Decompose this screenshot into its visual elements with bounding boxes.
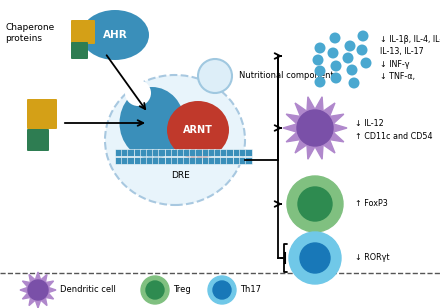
Circle shape <box>327 47 338 59</box>
Bar <box>208 157 215 164</box>
Bar <box>227 157 234 164</box>
FancyBboxPatch shape <box>71 20 95 44</box>
Bar <box>189 149 196 156</box>
Bar <box>134 157 140 164</box>
Text: Chaperone
proteins: Chaperone proteins <box>5 23 54 43</box>
Text: Dendritic cell: Dendritic cell <box>60 286 116 294</box>
Bar <box>134 149 140 156</box>
Bar <box>165 157 172 164</box>
Bar <box>195 157 202 164</box>
Bar <box>140 149 147 156</box>
Bar <box>121 149 128 156</box>
Text: Th17: Th17 <box>240 286 261 294</box>
Circle shape <box>330 33 341 43</box>
Text: ↓ IL-1β, IL-4, IL-5,
IL-13, IL-17
↓ INF-γ
↓ TNF-α,: ↓ IL-1β, IL-4, IL-5, IL-13, IL-17 ↓ INF-… <box>380 35 440 81</box>
Circle shape <box>356 44 367 55</box>
Text: ↑ FoxP3: ↑ FoxP3 <box>355 200 388 209</box>
Ellipse shape <box>81 10 149 60</box>
Circle shape <box>315 43 326 54</box>
Bar <box>202 149 209 156</box>
Bar <box>183 157 190 164</box>
Circle shape <box>297 110 333 146</box>
Bar <box>171 157 178 164</box>
Circle shape <box>345 40 356 51</box>
Circle shape <box>213 281 231 299</box>
Circle shape <box>360 58 371 68</box>
Circle shape <box>312 55 323 66</box>
Bar <box>115 157 122 164</box>
FancyBboxPatch shape <box>27 99 57 129</box>
Bar <box>245 157 252 164</box>
Bar <box>214 149 221 156</box>
Bar <box>239 157 246 164</box>
Polygon shape <box>20 272 56 308</box>
Bar <box>158 157 165 164</box>
Bar <box>158 149 165 156</box>
Circle shape <box>315 66 326 76</box>
Bar <box>128 157 134 164</box>
Bar <box>152 157 159 164</box>
Circle shape <box>300 243 330 273</box>
Bar <box>115 149 122 156</box>
Ellipse shape <box>105 75 245 205</box>
Bar <box>140 157 147 164</box>
Bar <box>146 149 153 156</box>
Circle shape <box>330 72 341 83</box>
Circle shape <box>125 80 151 106</box>
Bar <box>220 149 227 156</box>
Circle shape <box>289 232 341 284</box>
Bar <box>233 149 240 156</box>
Bar <box>245 149 252 156</box>
Bar <box>227 149 234 156</box>
Circle shape <box>208 276 236 304</box>
Text: DRE: DRE <box>171 171 189 180</box>
Bar <box>189 157 196 164</box>
Bar <box>183 149 190 156</box>
Circle shape <box>347 64 357 75</box>
Bar <box>121 157 128 164</box>
Text: ARNT: ARNT <box>183 125 213 135</box>
Text: ↓ IL-12
↑ CD11c and CD54: ↓ IL-12 ↑ CD11c and CD54 <box>355 119 433 141</box>
Circle shape <box>348 78 359 88</box>
Bar <box>152 149 159 156</box>
Ellipse shape <box>120 87 184 159</box>
Circle shape <box>357 30 368 42</box>
Bar <box>239 149 246 156</box>
Bar <box>171 149 178 156</box>
Bar <box>214 157 221 164</box>
Bar <box>195 149 202 156</box>
Text: Nutritional component: Nutritional component <box>239 71 334 80</box>
Circle shape <box>315 76 326 87</box>
FancyBboxPatch shape <box>71 42 88 59</box>
Bar <box>202 157 209 164</box>
Circle shape <box>298 187 332 221</box>
Circle shape <box>146 281 164 299</box>
Circle shape <box>330 60 341 71</box>
Circle shape <box>198 59 232 93</box>
Bar <box>208 149 215 156</box>
Bar <box>177 157 184 164</box>
Polygon shape <box>283 97 347 159</box>
Circle shape <box>141 276 169 304</box>
Circle shape <box>28 280 48 300</box>
Text: ↓ RORγt: ↓ RORγt <box>355 253 389 262</box>
Bar <box>128 149 134 156</box>
Bar <box>220 157 227 164</box>
Circle shape <box>287 176 343 232</box>
Circle shape <box>342 52 353 63</box>
FancyBboxPatch shape <box>27 129 49 151</box>
Ellipse shape <box>167 101 229 159</box>
Bar <box>233 157 240 164</box>
Bar <box>177 149 184 156</box>
Bar <box>146 157 153 164</box>
Text: AHR: AHR <box>103 30 127 40</box>
Text: Treg: Treg <box>173 286 191 294</box>
Bar <box>165 149 172 156</box>
